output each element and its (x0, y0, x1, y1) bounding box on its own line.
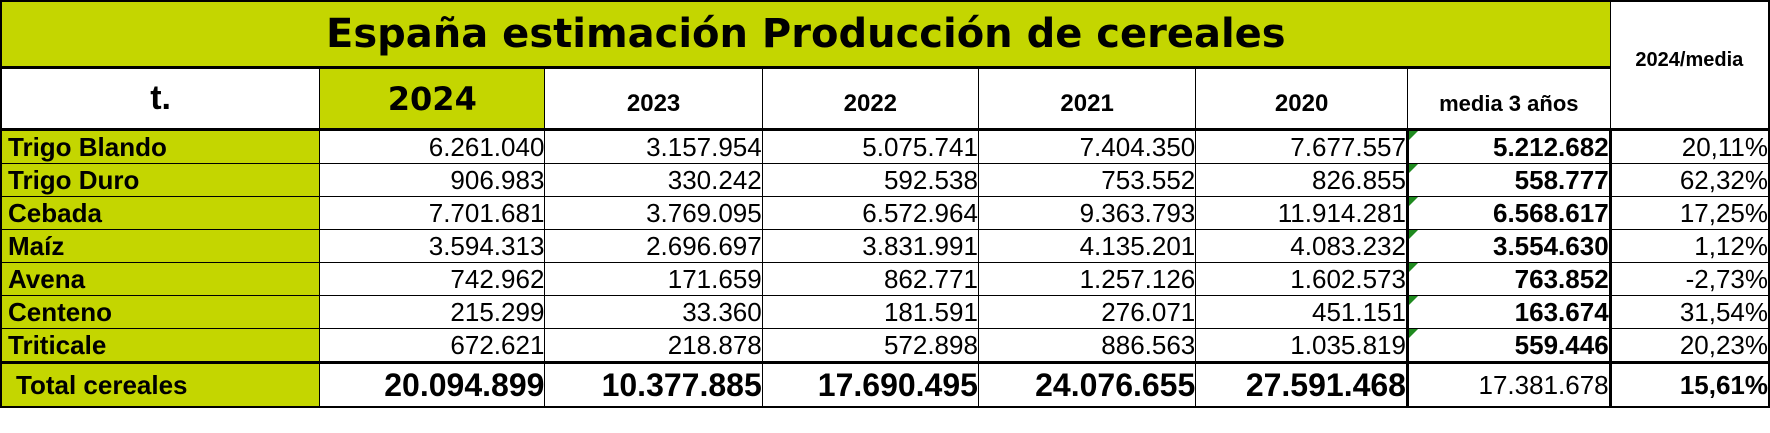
cell-2023[interactable]: 3.769.095 (544, 196, 763, 230)
cell-2020[interactable]: 11.914.281 (1195, 196, 1408, 230)
cell-2023[interactable]: 33.360 (544, 295, 763, 329)
table-title[interactable]: España estimación Producción de cereales (0, 0, 1611, 69)
table-row: Centeno 215.299 33.360 181.591 276.071 451.15… (0, 295, 1770, 329)
comment-indicator-icon (1410, 197, 1418, 206)
total-cell-2021[interactable]: 24.076.655 (977, 362, 1197, 408)
row-label[interactable]: Triticale (0, 328, 321, 364)
row-label[interactable]: Maíz (0, 229, 321, 263)
ratio-cell[interactable]: -2,73% (1608, 262, 1770, 296)
table-row: Trigo Blando 6.261.040 3.157.954 5.075.741 7… (0, 129, 1770, 164)
average-value: 558.777 (1514, 164, 1609, 195)
average-cell[interactable]: 3.554.630 (1405, 229, 1611, 263)
comment-indicator-icon (1410, 230, 1418, 239)
table-row: Avena 742.962 171.659 862.771 1.257.126 1.602… (0, 262, 1770, 296)
year-header-2023[interactable]: 2023 (544, 67, 763, 131)
cell-2023[interactable]: 171.659 (544, 262, 763, 296)
cell-2020[interactable]: 7.677.557 (1195, 129, 1408, 164)
cell-2024[interactable]: 672.621 (319, 328, 546, 364)
comment-indicator-icon (1410, 164, 1418, 173)
row-label[interactable]: Cebada (0, 196, 321, 230)
ratio-cell[interactable]: 62,32% (1608, 163, 1770, 197)
cell-2023[interactable]: 218.878 (544, 328, 763, 364)
cell-2022[interactable]: 6.572.964 (761, 196, 979, 230)
average-cell[interactable]: 763.852 (1405, 262, 1611, 296)
row-label[interactable]: Centeno (0, 295, 321, 329)
cell-2022[interactable]: 862.771 (761, 262, 979, 296)
average-value: 163.674 (1514, 296, 1609, 327)
cell-2022[interactable]: 5.075.741 (761, 129, 979, 164)
year-header-2021[interactable]: 2021 (977, 67, 1197, 131)
average-header[interactable]: media 3 años (1406, 67, 1611, 131)
comment-indicator-icon (1410, 296, 1418, 305)
cell-2021[interactable]: 1.257.126 (977, 262, 1197, 296)
cell-2022[interactable]: 3.831.991 (761, 229, 979, 263)
cell-2021[interactable]: 276.071 (977, 295, 1197, 329)
average-value: 559.446 (1514, 329, 1609, 360)
total-cell-2022[interactable]: 17.690.495 (761, 362, 979, 408)
cell-2023[interactable]: 330.242 (544, 163, 763, 197)
total-average-cell[interactable]: 17.381.678 (1405, 362, 1611, 408)
year-header-2022[interactable]: 2022 (761, 67, 979, 131)
cell-2020[interactable]: 1.602.573 (1195, 262, 1408, 296)
cereal-production-table: España estimación Producción de cereales… (0, 0, 1770, 408)
cell-2024[interactable]: 742.962 (319, 262, 546, 296)
ratio-header[interactable]: 2024/media (1609, 0, 1770, 131)
cell-2021[interactable]: 753.552 (977, 163, 1197, 197)
row-label[interactable]: Avena (0, 262, 321, 296)
cell-2024[interactable]: 6.261.040 (319, 129, 546, 164)
table-row: Cebada 7.701.681 3.769.095 6.572.964 9.363.7… (0, 196, 1770, 230)
average-value: 6.568.617 (1492, 197, 1609, 228)
average-value: 763.852 (1514, 263, 1609, 294)
cell-2020[interactable]: 4.083.232 (1195, 229, 1408, 263)
cell-2020[interactable]: 826.855 (1195, 163, 1408, 197)
comment-indicator-icon (1410, 263, 1418, 272)
cell-2020[interactable]: 1.035.819 (1195, 328, 1408, 364)
row-label[interactable]: Trigo Duro (0, 163, 321, 197)
ratio-cell[interactable]: 17,25% (1608, 196, 1770, 230)
cell-2021[interactable]: 886.563 (977, 328, 1197, 364)
row-label[interactable]: Trigo Blando (0, 129, 321, 164)
cell-2024[interactable]: 906.983 (319, 163, 546, 197)
cell-2020[interactable]: 451.151 (1195, 295, 1408, 329)
average-value: 5.212.682 (1492, 131, 1609, 162)
year-header-2020[interactable]: 2020 (1195, 67, 1408, 131)
table-row: Trigo Duro 906.983 330.242 592.538 753.552 82… (0, 163, 1770, 197)
total-ratio-cell[interactable]: 15,61% (1608, 362, 1770, 408)
header-row: t. 2024 2023 2022 2021 2020 media 3 años (0, 67, 1769, 131)
average-cell[interactable]: 5.212.682 (1405, 129, 1611, 164)
table-row: Triticale 672.621 218.878 572.898 886.563 1.0… (0, 328, 1770, 364)
average-cell[interactable]: 6.568.617 (1405, 196, 1611, 230)
average-cell[interactable]: 558.777 (1405, 163, 1611, 197)
cell-2024[interactable]: 215.299 (319, 295, 546, 329)
ratio-cell[interactable]: 31,54% (1608, 295, 1770, 329)
cell-2024[interactable]: 3.594.313 (319, 229, 546, 263)
total-cell-2024[interactable]: 20.094.899 (319, 362, 546, 408)
cell-2023[interactable]: 3.157.954 (544, 129, 763, 164)
total-label[interactable]: Total cereales (0, 362, 321, 408)
cell-2024[interactable]: 7.701.681 (319, 196, 546, 230)
cell-2021[interactable]: 4.135.201 (977, 229, 1197, 263)
average-value: 3.554.630 (1492, 230, 1609, 261)
total-row: Total cereales 20.094.899 10.377.885 17.… (0, 362, 1770, 408)
total-cell-2020[interactable]: 27.591.468 (1195, 362, 1408, 408)
average-cell[interactable]: 559.446 (1405, 328, 1611, 364)
unit-header[interactable]: t. (0, 67, 321, 131)
average-cell[interactable]: 163.674 (1405, 295, 1611, 329)
year-header-2024[interactable]: 2024 (319, 67, 546, 131)
cell-2022[interactable]: 592.538 (761, 163, 979, 197)
total-cell-2023[interactable]: 10.377.885 (544, 362, 763, 408)
cell-2023[interactable]: 2.696.697 (544, 229, 763, 263)
table-row: Maíz 3.594.313 2.696.697 3.831.991 4.135.201… (0, 229, 1770, 263)
cell-2021[interactable]: 9.363.793 (977, 196, 1197, 230)
ratio-cell[interactable]: 20,23% (1608, 328, 1770, 364)
ratio-cell[interactable]: 1,12% (1608, 229, 1770, 263)
comment-indicator-icon (1410, 131, 1418, 140)
ratio-cell[interactable]: 20,11% (1608, 129, 1770, 164)
cell-2022[interactable]: 181.591 (761, 295, 979, 329)
cell-2022[interactable]: 572.898 (761, 328, 979, 364)
comment-indicator-icon (1410, 329, 1418, 338)
cell-2021[interactable]: 7.404.350 (977, 129, 1197, 164)
